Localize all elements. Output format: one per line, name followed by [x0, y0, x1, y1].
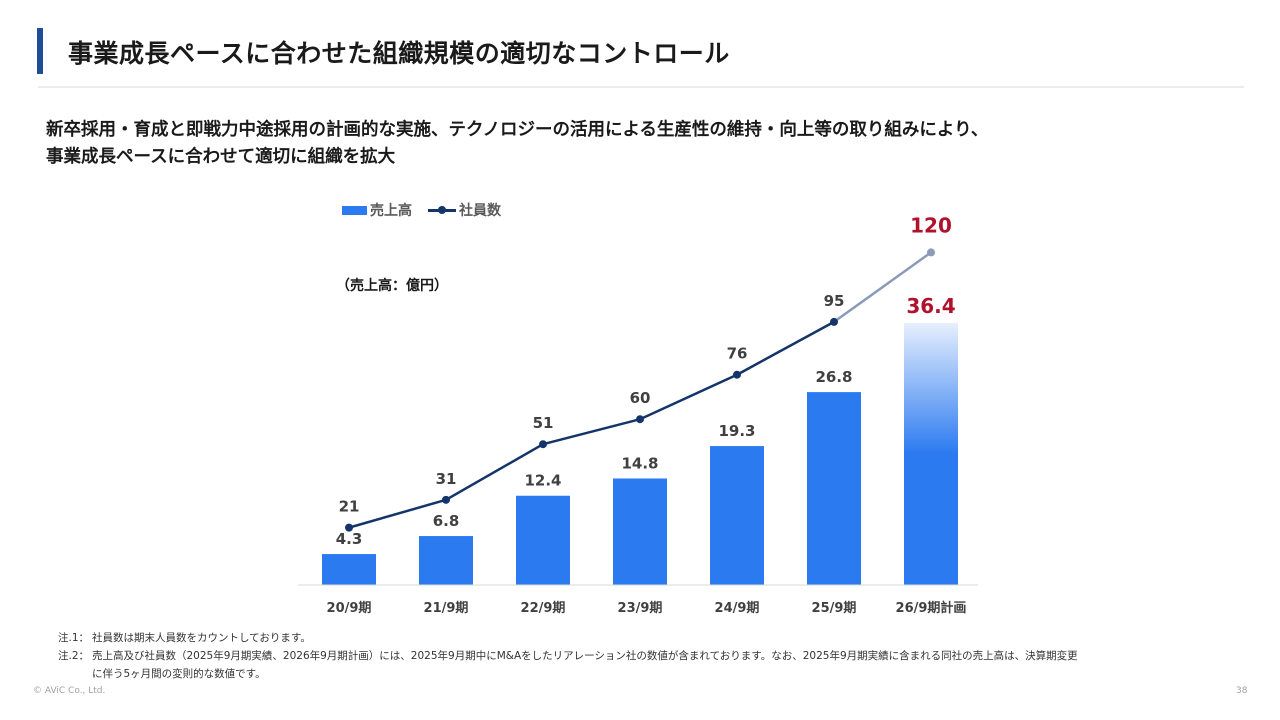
line-segment	[833, 251, 932, 323]
x-tick-label: 25/9期	[812, 601, 857, 616]
bar-4	[710, 446, 764, 585]
note-2-continued: に伴う5ヶ月間の変則的な数値です。	[92, 668, 266, 680]
chart-legend: 売上高 社員数	[342, 200, 501, 220]
bar-value-label: 4.3	[336, 530, 363, 548]
bar-value-label: 6.8	[433, 512, 460, 530]
legend-line-swatch-icon	[428, 205, 456, 214]
line-value-label: 21	[339, 498, 360, 516]
bar-value-label: 14.8	[621, 454, 658, 472]
lead-line-1: 新卒採用・育成と即戦力中途採用の計画的な実施、テクノロジーの活用による生産性の維…	[46, 120, 989, 140]
x-tick-label: 22/9期	[521, 601, 566, 616]
x-tick-label: 23/9期	[618, 601, 663, 616]
bar-6	[904, 323, 958, 585]
line-value-label: 51	[533, 414, 554, 432]
title-divider	[38, 86, 1244, 88]
bar-2	[516, 495, 570, 585]
note-2: 注.2： 売上高及び社員数（2025年9月期実績、2026年9月期計画）には、2…	[58, 650, 1078, 662]
line-point	[345, 523, 353, 532]
bar-3	[613, 478, 667, 585]
bar-value-label: 26.8	[815, 368, 852, 386]
lead-line-2: 事業成長ペースに合わせて適切に組織を拡大	[46, 147, 396, 167]
bar-value-label: 36.4	[906, 294, 955, 318]
title-accent-bar	[37, 28, 43, 74]
bar-value-label: 12.4	[524, 472, 561, 490]
copyright: © AViC Co., Ltd.	[33, 686, 106, 696]
legend-bar-swatch-icon	[342, 205, 367, 215]
line-segment	[639, 373, 738, 421]
x-tick-label: 24/9期	[715, 601, 760, 616]
line-segment	[348, 498, 447, 529]
x-tick-label: 21/9期	[424, 601, 469, 616]
line-segment	[542, 417, 641, 446]
line-segment	[736, 320, 835, 376]
footnotes: 注.1： 社員数は期末人員数をカウントしております。 注.2： 売上高及び社員数…	[58, 629, 1078, 683]
unit-label: （売上高：億円）	[336, 278, 448, 294]
page-number: 38	[1236, 686, 1248, 696]
line-value-label: 120	[910, 213, 952, 237]
line-value-label: 60	[630, 389, 651, 407]
line-point	[733, 370, 741, 379]
lead-text: 新卒採用・育成と即戦力中途採用の計画的な実施、テクノロジーの活用による生産性の維…	[46, 117, 988, 171]
line-value-label: 76	[727, 345, 748, 363]
line-segment	[445, 443, 544, 501]
line-point	[636, 415, 644, 424]
legend-employees-label: 社員数	[459, 203, 501, 219]
line-point	[539, 440, 547, 449]
page-title: 事業成長ペースに合わせた組織規模の適切なコントロール	[68, 39, 730, 68]
line-point	[830, 317, 838, 326]
note-1: 注.1： 社員数は期末人員数をカウントしております。	[58, 632, 311, 644]
line-value-label: 31	[436, 470, 457, 488]
bar-value-label: 19.3	[718, 422, 755, 440]
bar-1	[419, 536, 473, 585]
legend-sales-label: 売上高	[370, 203, 412, 219]
line-point	[442, 495, 450, 504]
x-tick-label: 20/9期	[327, 601, 372, 616]
line-value-label: 95	[824, 292, 845, 310]
line-point	[927, 248, 935, 257]
bar-0	[322, 554, 376, 585]
x-tick-label: 26/9期計画	[896, 600, 967, 616]
bar-5	[807, 392, 861, 585]
